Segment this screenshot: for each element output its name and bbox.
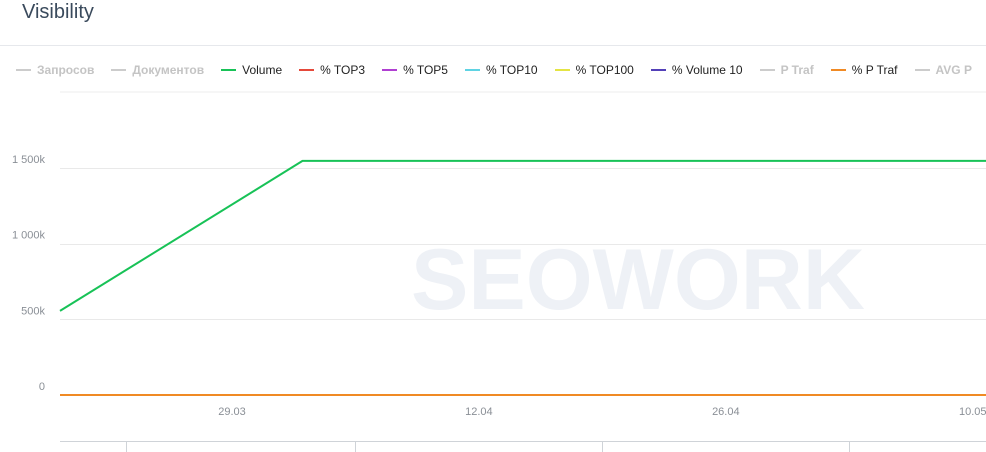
x-tick-label: 12.04	[465, 406, 493, 418]
y-tick-label: 1 000k	[12, 230, 46, 242]
legend-item-документов[interactable]: Документов	[111, 63, 204, 77]
legend-label: Volume	[242, 63, 283, 77]
legend-label: % TOP3	[320, 63, 366, 77]
legend-swatch	[111, 69, 127, 71]
legend-item-top100[interactable]: % TOP100	[554, 63, 634, 77]
legend-item-volume-10[interactable]: % Volume 10	[650, 63, 743, 77]
x-tick-label: 29.03	[218, 406, 246, 418]
watermark-text: SEOWORK	[411, 232, 865, 328]
x-axis: 29.03 12.04 26.04 10.05	[60, 406, 986, 452]
header-divider	[0, 45, 986, 46]
legend-item-top5[interactable]: % TOP5	[382, 63, 448, 77]
legend-item-top10[interactable]: % TOP10	[464, 63, 538, 77]
series-group	[59, 159, 986, 396]
y-axis: 0 500k 1 000k 1 500k	[12, 154, 46, 393]
legend-label: P Traf	[780, 63, 814, 77]
legend-swatch	[830, 69, 846, 71]
legend-swatch	[759, 69, 775, 71]
legend-item-p-traf[interactable]: P Traf	[759, 63, 814, 77]
legend-item-volume[interactable]: Volume	[221, 63, 282, 77]
legend-label: % P Traf	[851, 63, 898, 77]
y-tick-label: 500k	[21, 305, 45, 317]
series-line-volume	[59, 159, 986, 312]
page-title: Visibility	[22, 1, 94, 23]
legend-item-p-traf[interactable]: % P Traf	[830, 63, 898, 77]
legend-swatch	[650, 69, 666, 71]
x-tick-label: 10.05	[959, 406, 986, 418]
legend-item-запросов[interactable]: Запросов	[16, 63, 94, 77]
y-tick-label: 1 500k	[12, 154, 46, 166]
legend-swatch	[16, 69, 31, 71]
chart-legend: Запросов Документов Volume % TOP3 % TOP5 % TO…	[16, 61, 986, 79]
legend-item-top3[interactable]: % TOP3	[299, 63, 365, 77]
legend-label: % TOP5	[403, 63, 448, 77]
legend-label: % TOP10	[485, 63, 538, 77]
legend-label: % Volume 10	[671, 63, 743, 77]
legend-label: % TOP100	[575, 63, 634, 77]
legend-label: AVG P	[935, 63, 972, 77]
legend-swatch	[299, 69, 315, 71]
legend-swatch	[221, 69, 237, 71]
legend-label: Документов	[132, 63, 205, 77]
grid-lines	[60, 91, 986, 320]
legend-swatch	[914, 69, 930, 71]
y-tick-label: 0	[39, 381, 45, 393]
legend-item-avg-p[interactable]: AVG P	[914, 63, 972, 77]
x-tick-label: 26.04	[712, 406, 740, 418]
legend-label: Запросов	[37, 63, 95, 77]
legend-swatch	[554, 69, 570, 71]
legend-swatch	[464, 69, 480, 71]
legend-swatch	[382, 69, 398, 71]
